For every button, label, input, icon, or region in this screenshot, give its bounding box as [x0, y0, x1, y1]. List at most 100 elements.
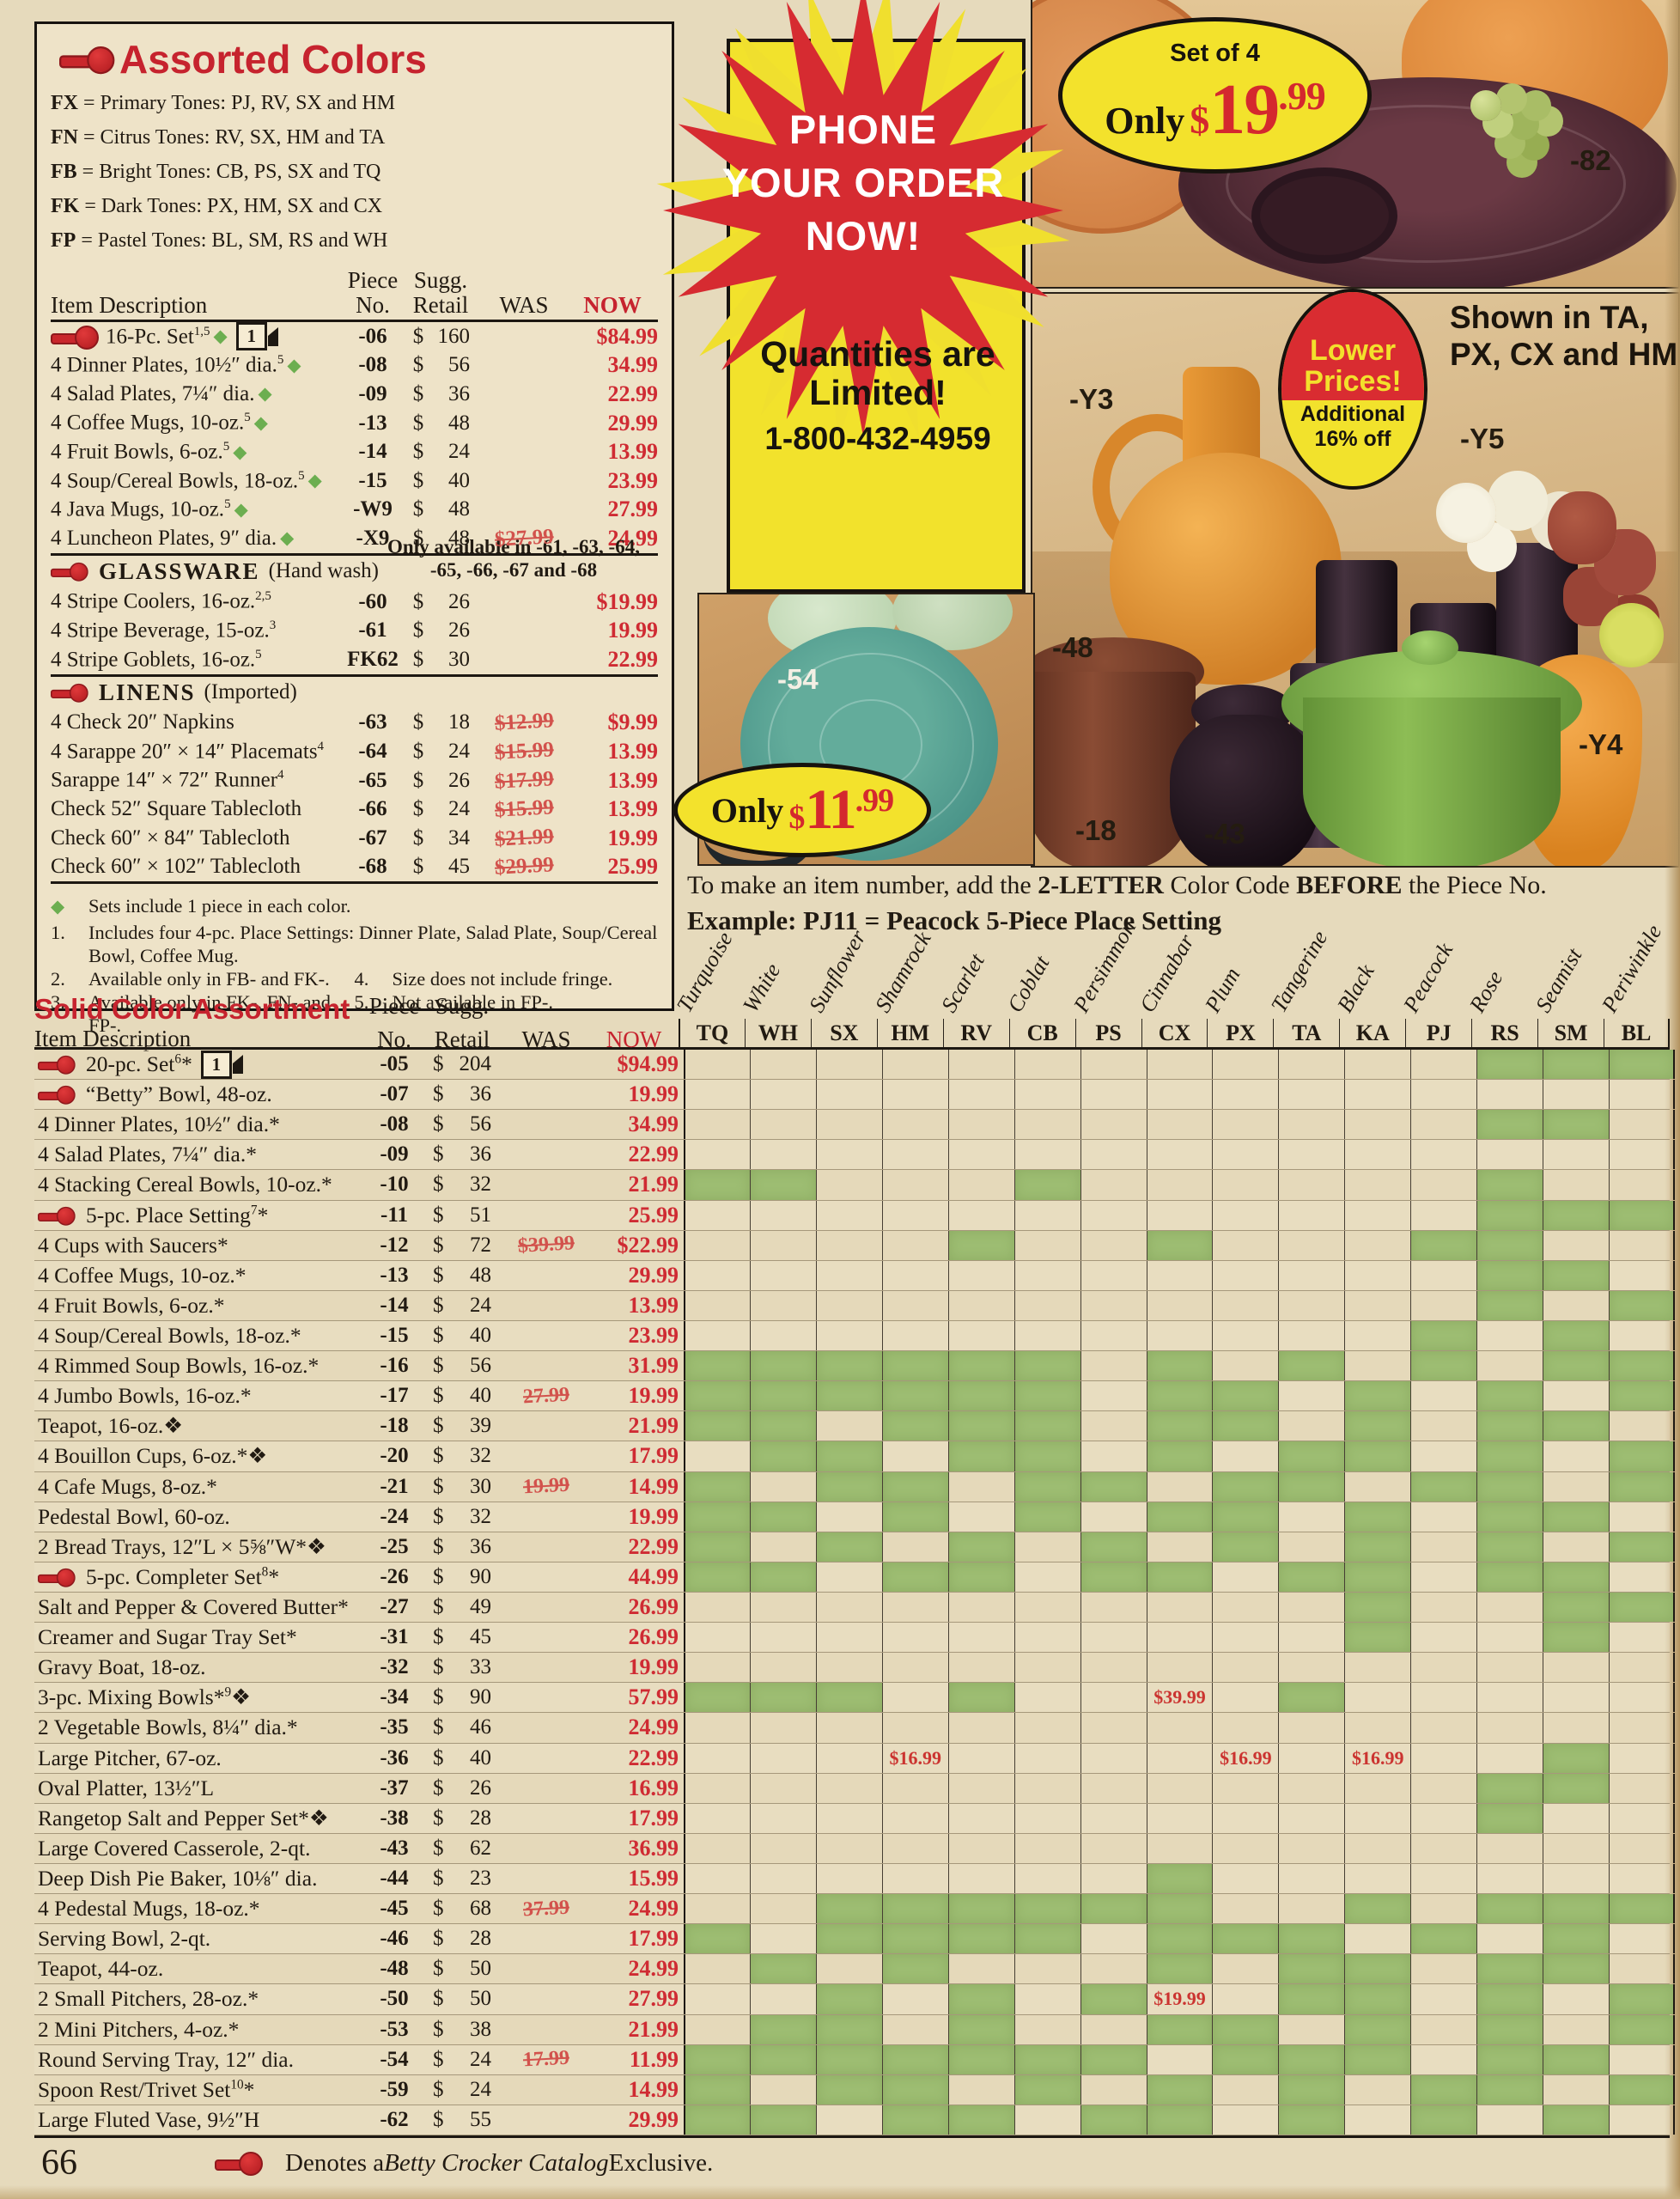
- piece-no: -07: [380, 1082, 409, 1106]
- availability-cell-TQ: [684, 1713, 750, 1743]
- availability-cell-TA: [1278, 1653, 1344, 1683]
- was-price: [503, 1441, 589, 1471]
- piece-no: -26: [380, 1564, 409, 1588]
- item-description: Pedestal Bowl, 60-oz.: [38, 1503, 230, 1529]
- item-description: 4 Luncheon Plates, 9″ dia.: [51, 526, 277, 550]
- piece-no: -62: [380, 2107, 409, 2131]
- availability-cell-SX: [815, 2074, 882, 2105]
- availability-cell-HM: [881, 1592, 948, 1623]
- retail-value: 28: [470, 1806, 491, 1830]
- availability-cell-SM: [1543, 1653, 1609, 1683]
- color-name: Tangerine: [1266, 926, 1333, 1017]
- piece-no: -50: [380, 1987, 409, 2011]
- ordering-line-2: Example: PJ11 = Peacock 5-Piece Place Se…: [687, 905, 1221, 935]
- availability-cell-RV: [947, 1140, 1014, 1170]
- green-casserole-body: [1303, 697, 1561, 866]
- item-label-18: -18: [1075, 814, 1117, 846]
- availability-cell-PX: [1212, 1290, 1278, 1320]
- availability-row: [684, 1351, 1675, 1381]
- availability-cell-CB: [1013, 1592, 1080, 1623]
- piece-no: -67: [358, 825, 387, 850]
- availability-cell-PJ: [1410, 1290, 1476, 1320]
- currency: $: [433, 1082, 444, 1106]
- availability-cell-RS: [1476, 1863, 1543, 1894]
- retail-value: 38: [470, 2017, 491, 2041]
- availability-cell-BL: [1609, 1381, 1675, 1411]
- assortment-code: FX: [51, 92, 78, 114]
- retail-value: 36: [470, 1534, 491, 1558]
- retail-value: 34: [448, 825, 470, 850]
- piece-no: -43: [380, 1836, 409, 1860]
- now-price: 14.99: [628, 1473, 679, 1499]
- now-price: $94.99: [617, 1051, 679, 1077]
- spoon-icon: [38, 1086, 76, 1105]
- piece-no: -36: [380, 1745, 409, 1770]
- table-row: 4 Pedestal Mugs, 18-oz.* -45 $68 37.99 24.99: [34, 1894, 1675, 1925]
- availability-cell-HM: [881, 1381, 948, 1411]
- availability-cell-RV: [947, 1653, 1014, 1683]
- availability-cell-PX: [1212, 1471, 1279, 1502]
- currency: $: [433, 1685, 444, 1709]
- availability-cell-PJ: [1410, 1441, 1476, 1471]
- availability-cell-PX: [1212, 1110, 1278, 1140]
- currency: $: [412, 526, 424, 550]
- was-price: [503, 1411, 589, 1441]
- availability-cell-PX: [1212, 1863, 1278, 1894]
- item-description: 20-pc. Set6*: [86, 1051, 192, 1077]
- assorted-table-rows: 16-Pc. Set1,5 ◆ 1 -06 $160 $84.99 4 Dinner Pla…: [51, 322, 659, 885]
- item-cell: 2 Vegetable Bowls, 8¼″ dia.*: [34, 1713, 368, 1742]
- retail-price: $30: [400, 648, 481, 672]
- availability-cell-PJ: [1410, 1743, 1476, 1773]
- was-price: $29.99: [493, 853, 555, 880]
- table-row: 4 Luncheon Plates, 9″ dia. ◆ -X9 $48 $27.99 2…: [51, 524, 658, 553]
- availability-cell-WH: [749, 2014, 816, 2044]
- availability-cell-SX: [815, 1140, 882, 1170]
- availability-cell-PS: [1080, 1894, 1147, 1924]
- availability-cell-SX: [815, 1773, 882, 1803]
- availability-cell-KA: [1344, 1080, 1410, 1110]
- availability-cell-CX: [1146, 1320, 1213, 1351]
- retail-value: 33: [470, 1655, 491, 1679]
- availability-cell-CB: [1013, 1381, 1080, 1411]
- color-code-legend: FX = Primary Tones: PJ, RV, SX and HM FN …: [51, 86, 658, 258]
- availability-cell-KA: [1344, 1110, 1410, 1140]
- availability-cell-TA: [1278, 1080, 1344, 1110]
- item-description: 4 Jumbo Bowls, 16-oz.*: [38, 1383, 252, 1409]
- availability-cell-SM: [1543, 1320, 1610, 1351]
- availability-row: [684, 1200, 1675, 1230]
- availability-cell-SM: [1543, 1471, 1609, 1502]
- was-price: [503, 1744, 589, 1773]
- retail-price: $36: [421, 1140, 503, 1169]
- availability-cell-BL: [1609, 1863, 1675, 1894]
- retail-price: $26: [421, 1774, 503, 1803]
- availability-cell-KA: $16.99: [1344, 1743, 1410, 1773]
- table-row: 4 Salad Plates, 7¼″ dia.* -09 $36 22.99: [34, 1140, 1675, 1171]
- availability-cell-HM: [881, 1140, 948, 1170]
- retail-value: 32: [470, 1444, 491, 1468]
- retail-value: 55: [470, 2107, 491, 2131]
- availability-cell-RS: [1476, 1351, 1543, 1381]
- section-title: GLASSWARE: [99, 557, 260, 584]
- footnote-text: Size does not include fringe.: [392, 968, 613, 990]
- item-description: 5-pc. Completer Set8*: [86, 1563, 280, 1589]
- availability-cell-TA: [1278, 1502, 1344, 1532]
- availability-cell-RS: [1476, 2105, 1543, 2135]
- piece-no: -15: [380, 1324, 409, 1348]
- availability-cell-WH: [749, 1110, 816, 1140]
- availability-cell-SX: [815, 1562, 882, 1592]
- availability-cell-CX: [1146, 1833, 1213, 1863]
- table-row: 4 Check 20″ Napkins -63 $18 $12.99 $9.99: [51, 709, 658, 738]
- currency: $: [433, 1715, 444, 1739]
- color-code: HM: [876, 1019, 943, 1047]
- availability-cell-WH: [749, 1833, 816, 1863]
- availability-cell-SM: [1543, 1773, 1610, 1803]
- availability-cell-BL: [1609, 1411, 1675, 1441]
- availability-cell-PX: [1212, 1320, 1278, 1351]
- availability-cell-SX: [815, 1833, 882, 1863]
- was-price: [503, 1623, 589, 1652]
- availability-cell-PJ: [1410, 1954, 1476, 1984]
- now-price: 13.99: [607, 439, 659, 465]
- color-code: PJ: [1405, 1019, 1471, 1047]
- item-label-54: -54: [777, 663, 819, 695]
- availability-cell-BL: [1609, 1984, 1675, 2014]
